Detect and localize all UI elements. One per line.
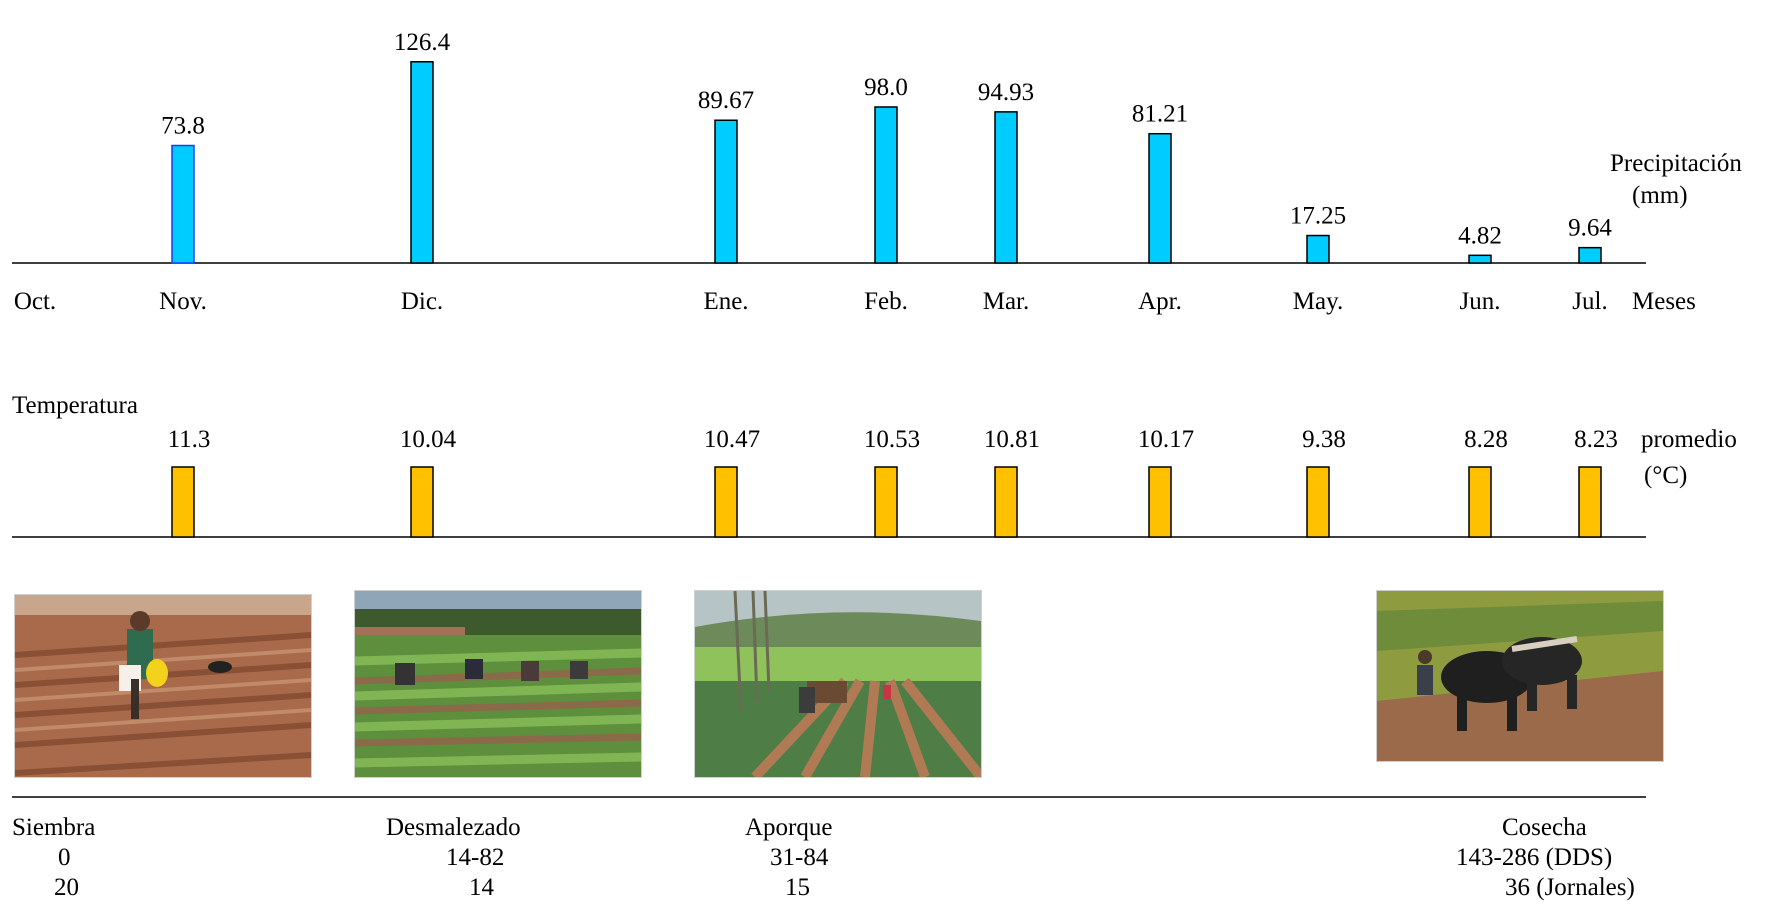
temperature-bar — [874, 466, 898, 538]
activity-hilling-label: Aporque — [745, 814, 833, 841]
temperature-title: Temperatura — [12, 392, 138, 419]
temperature-data-label: 10.17 — [1138, 426, 1194, 453]
month-tick-label: May. — [1293, 288, 1343, 315]
temperature-bar — [1578, 466, 1602, 538]
precipitation-bar — [1578, 246, 1602, 264]
weeding-scene-image — [355, 591, 641, 777]
precipitation-bar — [874, 106, 898, 264]
month-tick-label: Feb. — [864, 288, 908, 315]
precipitation-axis-label-line1: Precipitación — [1610, 150, 1742, 177]
temperature-axis-label-line1: promedio — [1641, 426, 1737, 453]
temperature-bar — [171, 466, 195, 538]
temperature-data-label: 9.38 — [1302, 426, 1346, 453]
temperature-data-label: 10.04 — [400, 426, 457, 453]
temperature-axis-label-line2: (°C) — [1644, 462, 1687, 489]
hilling-scene-image — [695, 591, 981, 777]
temperature-data-label: 11.3 — [168, 426, 211, 453]
temperature-bar — [410, 466, 434, 538]
temperature-data-label: 8.28 — [1464, 426, 1508, 453]
month-tick-label: Ene. — [703, 288, 748, 315]
activity-weeding-jornales: 14 — [469, 874, 494, 901]
precipitation-data-label: 9.64 — [1568, 215, 1612, 242]
sowing-photo — [14, 594, 312, 778]
activity-harvest-dds: 143-286 (DDS) — [1456, 844, 1613, 871]
month-tick-label: Jun. — [1460, 288, 1501, 315]
temperature-data-label: 10.81 — [984, 426, 1040, 453]
precipitation-bar — [1468, 254, 1492, 264]
temperature-data-label: 10.53 — [864, 426, 920, 453]
temperature-bar — [1306, 466, 1330, 538]
harvest-photo — [1376, 590, 1664, 762]
activity-sowing-label: Siembra — [12, 814, 96, 841]
precipitation-axis-label-line2: (mm) — [1632, 182, 1688, 209]
precipitation-bar — [1306, 234, 1330, 264]
precipitation-data-label: 98.0 — [864, 74, 908, 101]
temperature-bar — [1148, 466, 1172, 538]
activity-hilling-jornales: 15 — [785, 874, 810, 901]
precipitation-data-label: 17.25 — [1290, 203, 1346, 230]
precipitation-series: 73.8 126.4 89.67 98.0 94.93 81.21 17.25 4.82 9.6… — [161, 29, 1612, 264]
month-axis: Oct. Nov. Dic. Ene. Feb. Mar. Apr. May. Jun. Jul. — [14, 288, 1608, 315]
hilling-photo — [694, 590, 982, 778]
month-tick-label: Nov. — [159, 288, 207, 315]
activity-harvest-jornales: 36 (Jornales) — [1505, 874, 1635, 901]
temperature-data-label: 10.47 — [704, 426, 760, 453]
precipitation-data-label: 94.93 — [978, 79, 1034, 106]
temperature-data-label: 8.23 — [1574, 426, 1618, 453]
activity-weeding-dds: 14-82 — [446, 844, 505, 871]
temperature-bar — [714, 466, 738, 538]
month-tick-label: Oct. — [14, 288, 56, 315]
month-tick-label: Apr. — [1138, 288, 1182, 315]
precipitation-data-label: 126.4 — [394, 29, 451, 56]
activity-sowing-dds: 0 — [58, 844, 71, 871]
temperature-bar — [1468, 466, 1492, 538]
precipitation-data-label: 81.21 — [1132, 101, 1188, 128]
weeding-photo — [354, 590, 642, 778]
precipitation-data-label: 89.67 — [698, 87, 754, 114]
months-axis-label: Meses — [1632, 288, 1696, 315]
sowing-scene-image — [15, 595, 311, 777]
temperature-series: 11.3 10.04 10.47 10.53 10.81 10.17 9.38 8.28 8.2… — [168, 426, 1618, 538]
precipitation-bar — [714, 119, 738, 264]
month-tick-label: Dic. — [401, 288, 443, 315]
harvest-scene-image — [1377, 591, 1663, 761]
precipitation-data-label: 73.8 — [161, 113, 205, 140]
temperature-bar — [994, 466, 1018, 538]
activity-weeding-label: Desmalezado — [386, 814, 521, 841]
precipitation-bar — [410, 61, 434, 264]
activity-sowing-jornales: 20 — [54, 874, 79, 901]
activity-harvest-label: Cosecha — [1502, 814, 1587, 841]
month-tick-label: Jul. — [1572, 288, 1607, 315]
precipitation-bar — [171, 144, 195, 264]
precipitation-data-label: 4.82 — [1458, 222, 1502, 249]
month-tick-label: Mar. — [983, 288, 1030, 315]
precipitation-bar — [994, 111, 1018, 264]
precipitation-bar — [1148, 132, 1172, 264]
activity-hilling-dds: 31-84 — [770, 844, 829, 871]
